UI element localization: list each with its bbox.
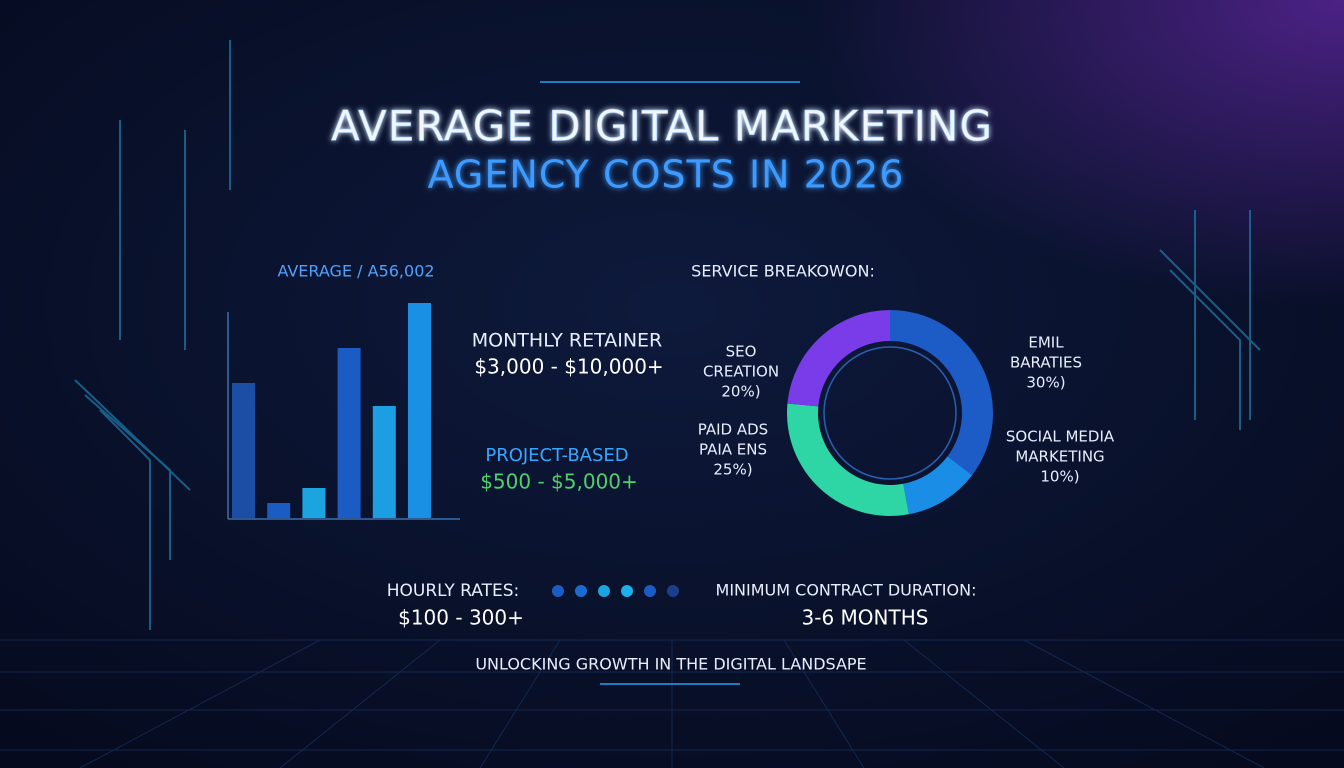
hourly-range: $100 - 300+ [398,606,524,630]
bar [232,383,255,518]
segment-value-label: 25%) [713,461,752,479]
segment-label: PAIA ENS [699,441,767,459]
pricing-range: $3,000 - $10,000+ [474,355,663,379]
segment-label: MARKETING [1015,448,1104,466]
hourly-label: HOURLY RATES: [387,581,520,601]
segment-label: PAID ADS [698,421,768,439]
segment-label: EMIL [1028,334,1064,352]
title-line: AGENCY COSTS IN 2026 [428,153,905,197]
pricing-label: MONTHLY RETAINER [472,330,663,352]
tagline: UNLOCKING GROWTH IN THE DIGITAL LANDSAPE [475,655,866,674]
contract-value: 3-6 MONTHS [802,606,929,630]
donut-segment [787,403,909,516]
segment-label: SOCIAL MEDIA [1006,428,1115,446]
bar [372,406,396,518]
segment-label: BARATIES [1010,354,1082,372]
dots [552,585,679,597]
bar-chart [227,303,460,520]
title-line: AVERAGE DIGITAL MARKETING [331,102,993,151]
donut-segment [890,310,994,476]
segment-label: CREATION [703,363,779,381]
bar-chart-title: AVERAGE / A56,002 [277,262,434,281]
circuit-lines [74,40,1261,630]
floor-grid [0,639,1344,768]
bar [302,488,326,518]
segment-label: SEO [726,343,757,361]
donut-segment [903,456,973,515]
segment-value-label: 10%) [1040,468,1079,486]
donut-segment [787,310,890,407]
pricing-range: $500 - $5,000+ [480,470,638,494]
donut-chart-title: SERVICE BREAKOWON: [691,262,875,281]
pricing-label: PROJECT-BASED [485,445,628,466]
contract-label: MINIMUM CONTRACT DURATION: [716,581,977,600]
segment-value-label: 30%) [1026,374,1065,392]
donut-chart: EMIL BARATIES 30%) SOCIAL MEDIA MARKETING 10%… [698,310,1115,516]
bar [337,348,361,518]
bar [408,303,431,518]
bar [267,503,291,518]
donut-inner-ring [823,346,957,480]
segment-value-label: 20%) [721,383,760,401]
